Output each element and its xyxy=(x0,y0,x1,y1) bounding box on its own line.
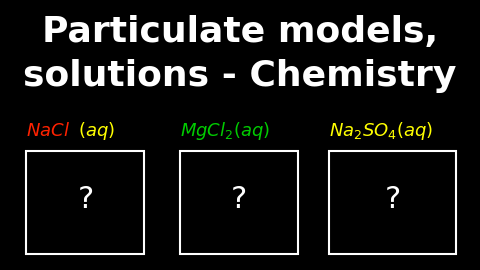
Text: solutions - Chemistry: solutions - Chemistry xyxy=(24,59,456,93)
Bar xyxy=(180,151,298,254)
Text: ?: ? xyxy=(384,185,401,214)
Text: $\mathit{MgCl_2(aq)}$: $\mathit{MgCl_2(aq)}$ xyxy=(180,120,270,142)
Text: Particulate models,: Particulate models, xyxy=(42,15,438,49)
Text: ?: ? xyxy=(231,185,247,214)
Bar xyxy=(26,151,144,254)
Text: $\mathit{Na_2SO_4(aq)}$: $\mathit{Na_2SO_4(aq)}$ xyxy=(329,120,433,142)
Text: $\mathit{(aq)}$: $\mathit{(aq)}$ xyxy=(78,120,115,142)
Text: ?: ? xyxy=(77,185,94,214)
Bar xyxy=(329,151,456,254)
Text: $\mathit{NaCl}$: $\mathit{NaCl}$ xyxy=(26,122,71,140)
